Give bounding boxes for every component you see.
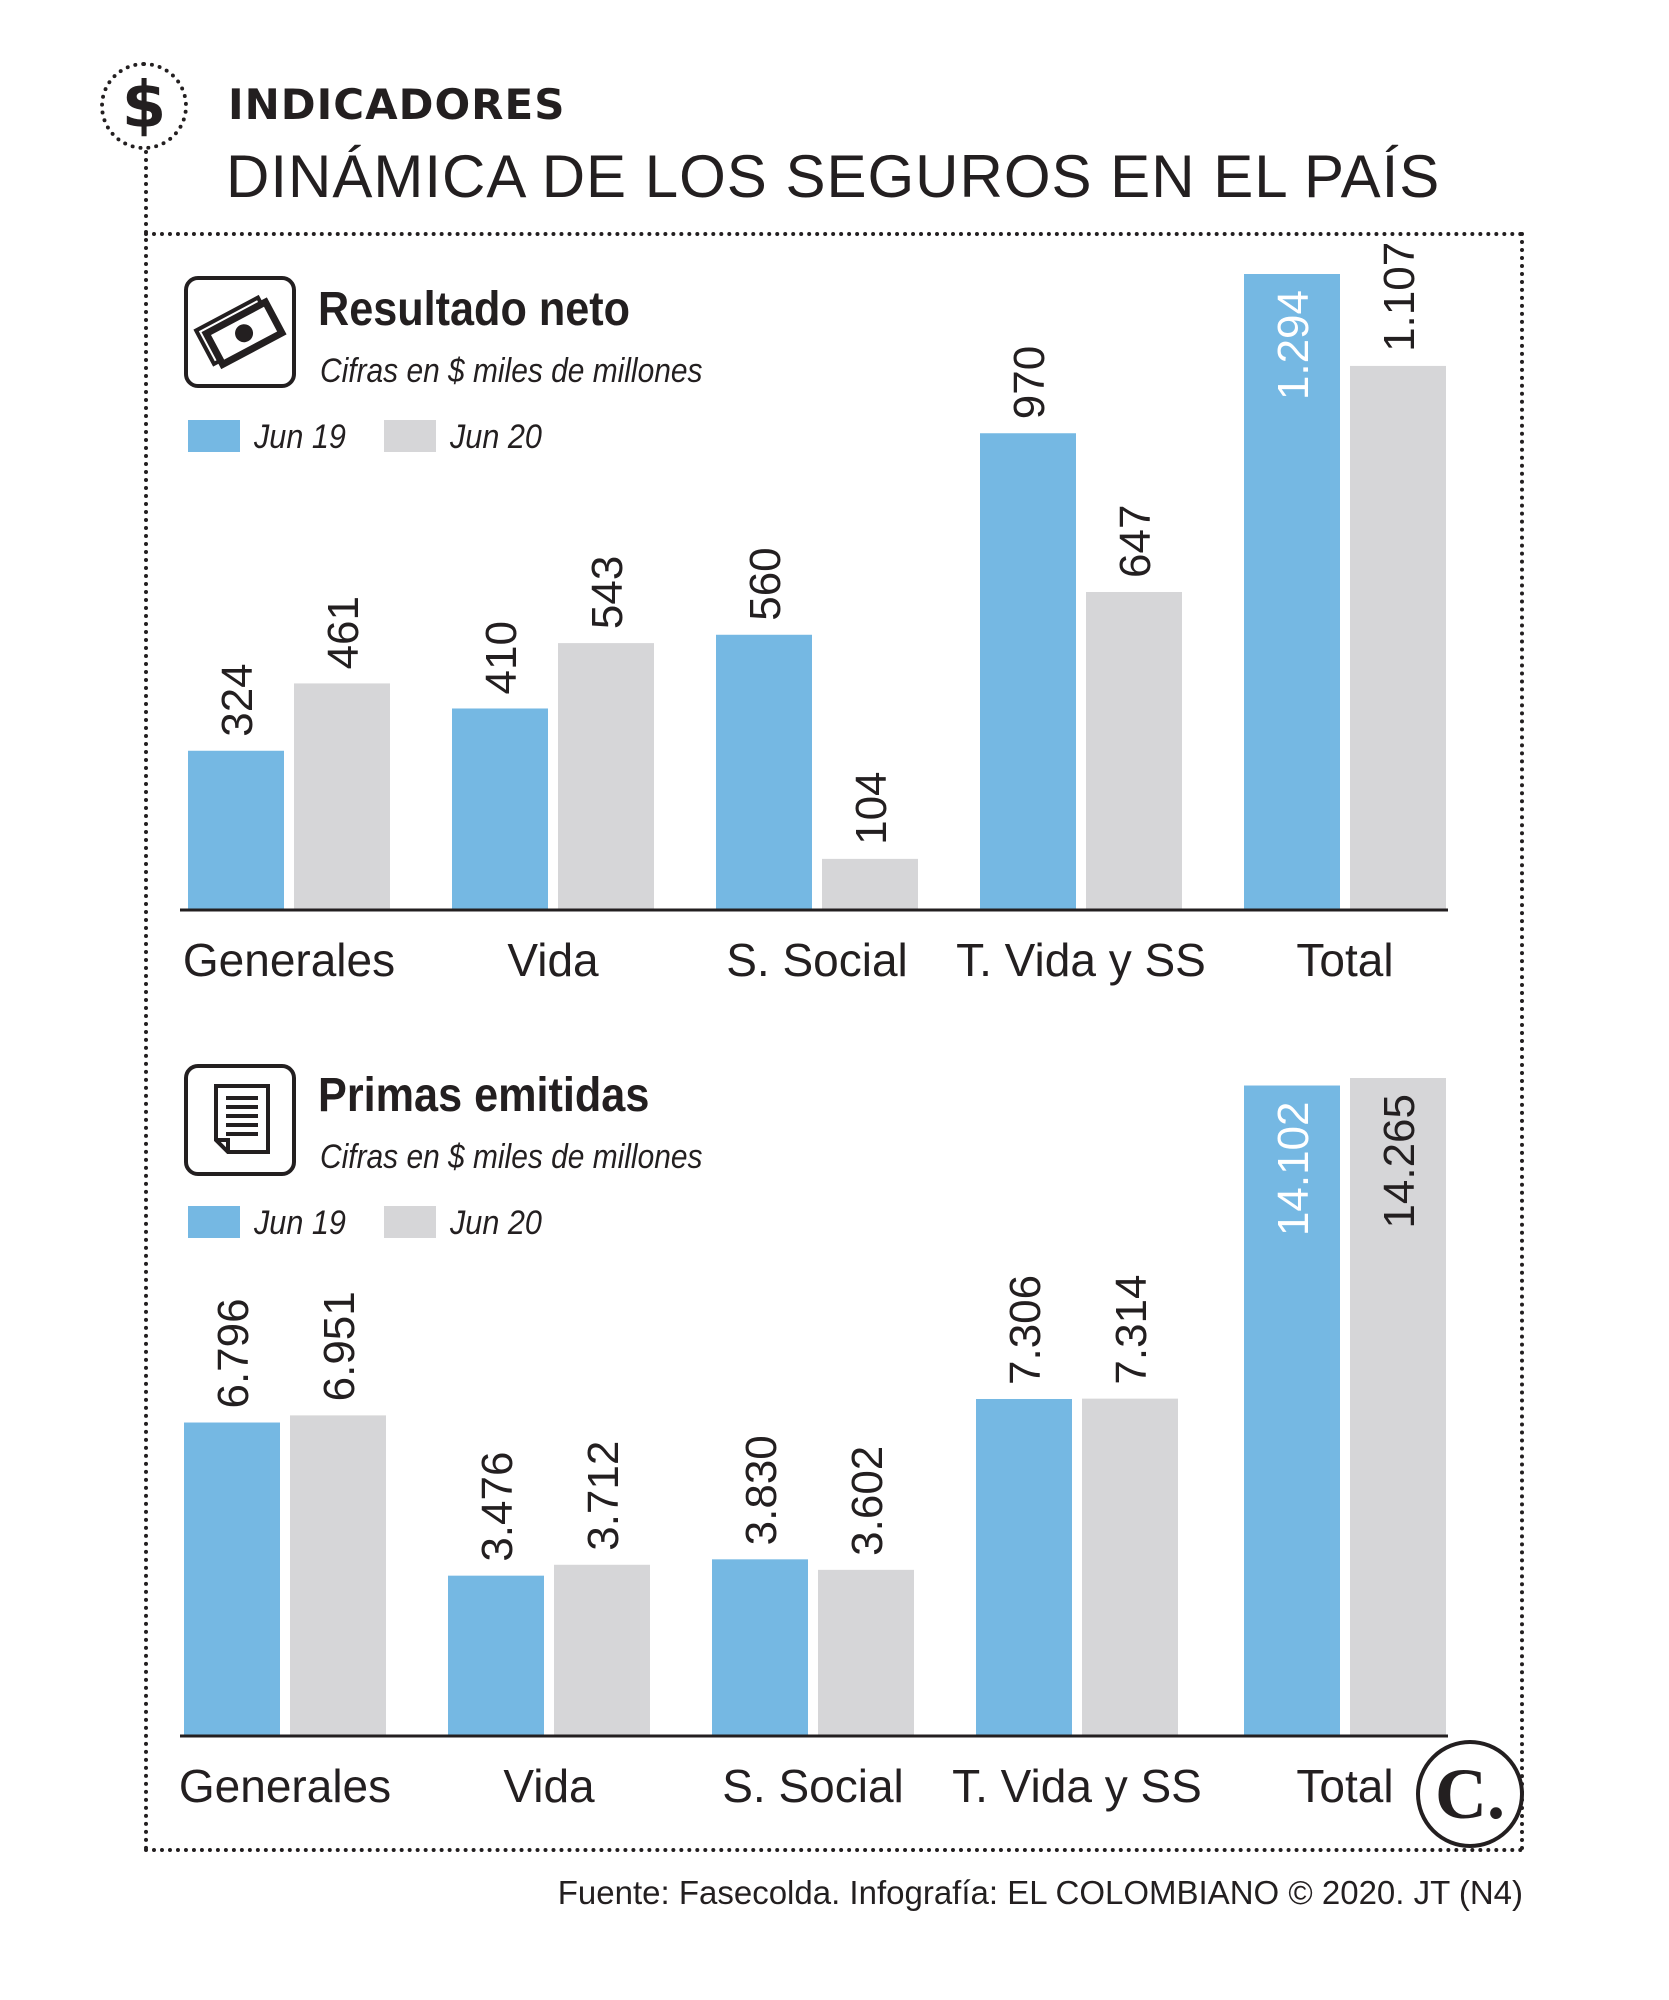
chart-frame: [144, 232, 1524, 1852]
value-label: 7.306: [1001, 1275, 1050, 1385]
bar-chart-resultado-neto: 324 461 Generales 410 543 Vida 560 104 S. Social…: [180, 242, 1448, 986]
source-credit: Fuente: Fasecolda. Infografía: EL COLOMB…: [557, 1874, 1523, 1911]
value-label: 3.712: [579, 1441, 628, 1551]
value-label: 324: [213, 663, 262, 736]
bar-jun20: [822, 858, 918, 910]
bar-jun19: [188, 750, 284, 910]
bar-jun20: [1082, 1398, 1178, 1736]
value-label: 6.951: [315, 1291, 364, 1401]
legend-swatch-jun20: [384, 1206, 436, 1238]
money-bills-icon: [184, 276, 296, 388]
category-label: T. Vida y SS: [952, 1760, 1202, 1812]
bar-jun19: [712, 1559, 808, 1736]
value-label: 461: [319, 596, 368, 669]
bar-jun19: [980, 433, 1076, 910]
value-label: 543: [583, 556, 632, 629]
category-label: Total: [1296, 934, 1393, 986]
bar-jun20: [554, 1564, 650, 1736]
bar-jun20: [1350, 365, 1446, 910]
bar-jun19: [976, 1398, 1072, 1736]
bar-jun19: [448, 1575, 544, 1736]
chart-title-primas: Primas emitidas: [318, 1069, 650, 1122]
chart-subtitle-resultado: Cifras en $ miles de millones: [320, 352, 703, 390]
value-label: 104: [847, 771, 896, 844]
chart-subtitle-primas: Cifras en $ miles de millones: [320, 1138, 703, 1176]
legend-label-jun19: Jun 19: [254, 418, 346, 456]
el-colombiano-logo: C.: [1416, 1740, 1524, 1848]
category-label: T. Vida y SS: [956, 934, 1206, 986]
legend-swatch-jun19: [188, 420, 240, 452]
value-label: 3.830: [737, 1435, 786, 1545]
bar-jun19: [716, 634, 812, 910]
value-label: 647: [1111, 505, 1160, 578]
category-label: Vida: [507, 934, 599, 986]
bar-jun20: [294, 683, 390, 910]
legend-label-jun20: Jun 20: [450, 418, 542, 456]
bar-jun20: [558, 643, 654, 910]
value-label: 14.265: [1375, 1094, 1424, 1229]
bar-jun20: [1350, 1078, 1446, 1736]
value-label: 3.602: [843, 1446, 892, 1556]
value-label: 970: [1005, 346, 1054, 419]
value-label: 3.476: [473, 1452, 522, 1562]
value-label: 1.107: [1375, 242, 1424, 352]
frame-left-border: [144, 150, 148, 1852]
chart-title-resultado: Resultado neto: [318, 283, 631, 336]
bar-jun19: [1244, 1085, 1340, 1736]
bar-chart-primas-emitidas: 6.796 6.951 Generales 3.476 3.712 Vida 3.830 3.…: [179, 1078, 1448, 1812]
legend-swatch-jun20: [384, 420, 436, 452]
category-label: S. Social: [722, 1760, 904, 1812]
value-label: 410: [477, 621, 526, 694]
legend-swatch-jun19: [188, 1206, 240, 1238]
page-title: DINÁMICA DE LOS SEGUROS EN EL PAÍS: [226, 143, 1441, 210]
category-label: Vida: [503, 1760, 595, 1812]
legend-label-jun19: Jun 19: [254, 1204, 346, 1242]
category-label: Generales: [183, 934, 395, 986]
document-icon: [184, 1064, 296, 1176]
dollar-icon: $: [100, 62, 188, 150]
value-label: 7.314: [1107, 1275, 1156, 1385]
category-label: Total: [1296, 1760, 1393, 1812]
value-label: 6.796: [209, 1298, 258, 1408]
bar-jun19: [1244, 274, 1340, 910]
bar-jun20: [290, 1415, 386, 1736]
bar-jun20: [1086, 592, 1182, 910]
value-label: 1.294: [1269, 290, 1318, 400]
bar-jun20: [818, 1569, 914, 1736]
value-label: 14.102: [1269, 1102, 1318, 1237]
bar-jun19: [184, 1422, 280, 1736]
section-kicker: INDICADORES: [228, 80, 566, 129]
category-label: Generales: [179, 1760, 391, 1812]
category-label: S. Social: [726, 934, 908, 986]
bar-jun19: [452, 708, 548, 910]
legend-label-jun20: Jun 20: [450, 1204, 542, 1242]
value-label: 560: [741, 547, 790, 620]
